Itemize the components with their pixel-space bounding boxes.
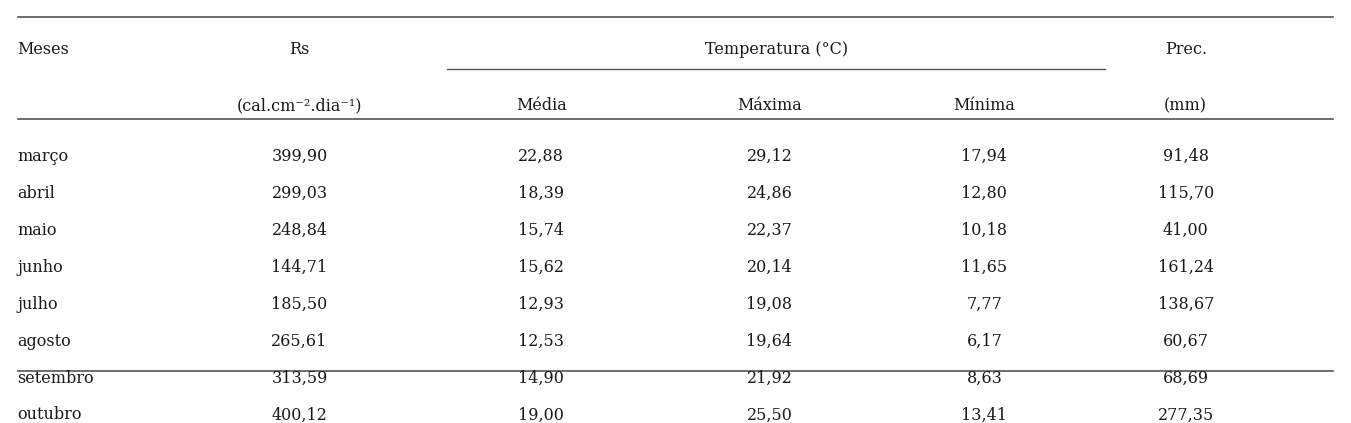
Text: 8,63: 8,63 bbox=[966, 370, 1002, 387]
Text: 91,48: 91,48 bbox=[1163, 148, 1209, 165]
Text: 313,59: 313,59 bbox=[272, 370, 328, 387]
Text: 115,70: 115,70 bbox=[1158, 185, 1213, 202]
Text: 185,50: 185,50 bbox=[272, 296, 328, 313]
Text: 25,50: 25,50 bbox=[747, 407, 793, 423]
Text: 400,12: 400,12 bbox=[272, 407, 327, 423]
Text: 60,67: 60,67 bbox=[1163, 332, 1209, 350]
Text: agosto: agosto bbox=[18, 332, 72, 350]
Text: Temperatura (°C): Temperatura (°C) bbox=[705, 41, 848, 58]
Text: 7,77: 7,77 bbox=[966, 296, 1002, 313]
Text: 248,84: 248,84 bbox=[272, 222, 327, 239]
Text: Mínima: Mínima bbox=[954, 97, 1015, 114]
Text: outubro: outubro bbox=[18, 407, 82, 423]
Text: Prec.: Prec. bbox=[1165, 41, 1206, 58]
Text: 19,00: 19,00 bbox=[519, 407, 565, 423]
Text: 277,35: 277,35 bbox=[1158, 407, 1213, 423]
Text: (mm): (mm) bbox=[1165, 97, 1208, 114]
Text: 6,17: 6,17 bbox=[966, 332, 1002, 350]
Text: 20,14: 20,14 bbox=[747, 259, 793, 276]
Text: 21,92: 21,92 bbox=[747, 370, 793, 387]
Text: 18,39: 18,39 bbox=[519, 185, 565, 202]
Text: 161,24: 161,24 bbox=[1158, 259, 1213, 276]
Text: maio: maio bbox=[18, 222, 57, 239]
Text: 138,67: 138,67 bbox=[1158, 296, 1215, 313]
Text: 12,53: 12,53 bbox=[519, 332, 565, 350]
Text: 29,12: 29,12 bbox=[747, 148, 793, 165]
Text: 24,86: 24,86 bbox=[747, 185, 793, 202]
Text: março: março bbox=[18, 148, 69, 165]
Text: abril: abril bbox=[18, 185, 55, 202]
Text: (cal.cm⁻².dia⁻¹): (cal.cm⁻².dia⁻¹) bbox=[236, 97, 362, 114]
Text: 22,88: 22,88 bbox=[519, 148, 565, 165]
Text: Média: Média bbox=[516, 97, 566, 114]
Text: 12,80: 12,80 bbox=[962, 185, 1008, 202]
Text: 19,64: 19,64 bbox=[747, 332, 793, 350]
Text: 41,00: 41,00 bbox=[1163, 222, 1209, 239]
Text: setembro: setembro bbox=[18, 370, 95, 387]
Text: 14,90: 14,90 bbox=[519, 370, 565, 387]
Text: Rs: Rs bbox=[289, 41, 309, 58]
Text: 10,18: 10,18 bbox=[962, 222, 1008, 239]
Text: 17,94: 17,94 bbox=[962, 148, 1008, 165]
Text: Máxima: Máxima bbox=[738, 97, 802, 114]
Text: 13,41: 13,41 bbox=[962, 407, 1008, 423]
Text: 12,93: 12,93 bbox=[519, 296, 565, 313]
Text: 399,90: 399,90 bbox=[272, 148, 328, 165]
Text: junho: junho bbox=[18, 259, 63, 276]
Text: 11,65: 11,65 bbox=[962, 259, 1008, 276]
Text: 15,74: 15,74 bbox=[519, 222, 565, 239]
Text: Meses: Meses bbox=[18, 41, 69, 58]
Text: 144,71: 144,71 bbox=[272, 259, 327, 276]
Text: 22,37: 22,37 bbox=[747, 222, 793, 239]
Text: 15,62: 15,62 bbox=[519, 259, 565, 276]
Text: julho: julho bbox=[18, 296, 58, 313]
Text: 265,61: 265,61 bbox=[272, 332, 328, 350]
Text: 68,69: 68,69 bbox=[1163, 370, 1209, 387]
Text: 19,08: 19,08 bbox=[747, 296, 793, 313]
Text: 299,03: 299,03 bbox=[272, 185, 327, 202]
